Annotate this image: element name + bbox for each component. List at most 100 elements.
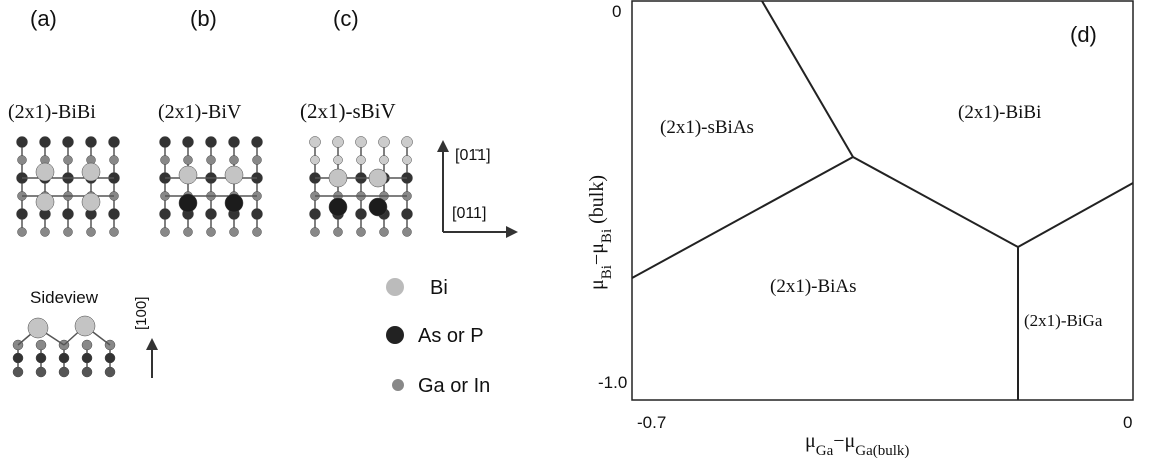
structure-title: (2x1)-sBiV	[300, 99, 396, 123]
legend: Bi As or P Ga or In	[418, 277, 490, 397]
atom	[82, 163, 100, 181]
atom	[357, 228, 366, 237]
subscript: Ga	[816, 443, 834, 459]
atom	[356, 137, 367, 148]
atom	[109, 209, 120, 220]
atom	[252, 209, 263, 220]
atom	[230, 228, 239, 237]
atom	[41, 228, 50, 237]
legend-ga	[392, 379, 404, 391]
structure-titles: (2x1)-BiBi (2x1)-BiV (2x1)-sBiV	[8, 99, 396, 123]
y-tick-label: 0	[612, 2, 621, 21]
legend-label: Bi	[430, 277, 448, 299]
atom	[184, 156, 193, 165]
atom	[380, 156, 389, 165]
direction-label: [100]	[133, 297, 150, 330]
atom	[403, 228, 412, 237]
atom	[64, 156, 73, 165]
atom	[207, 156, 216, 165]
atom	[160, 137, 171, 148]
atom	[28, 318, 48, 338]
atomic-models	[13, 137, 413, 378]
atom	[369, 198, 387, 216]
atom	[36, 340, 46, 350]
subscript: Ga(bulk)	[855, 443, 909, 459]
atom	[105, 367, 115, 377]
y-axis-label: μBi−μBi (bulk)	[586, 175, 615, 290]
subscript: Bi	[599, 229, 615, 243]
region-label: (2x1)-sBiAs	[660, 117, 754, 138]
atom	[179, 166, 197, 184]
tick-labels: -0.7 0 0 -1.0	[598, 2, 1132, 432]
legend-bi	[386, 278, 404, 296]
panel-label: (c)	[333, 6, 359, 31]
panel-labels: (a) (b) (c)	[30, 6, 359, 31]
panel-label: (d)	[1070, 22, 1097, 47]
label-part: −μ	[833, 430, 855, 452]
atom	[17, 137, 28, 148]
atom	[253, 228, 262, 237]
label-part: μ	[805, 430, 816, 452]
atom	[63, 209, 74, 220]
phase-boundaries	[632, 1, 1133, 400]
atom	[161, 228, 170, 237]
structure-title: (2x1)-BiV	[158, 101, 242, 123]
atom	[82, 367, 92, 377]
panel-label: (a)	[30, 6, 57, 31]
x-axis-label: μGa−μGa(bulk)	[805, 430, 909, 459]
atom	[207, 228, 216, 237]
atom	[225, 194, 243, 212]
region-label: (2x1)-BiBi	[958, 102, 1041, 123]
atom	[75, 316, 95, 336]
atom	[356, 209, 367, 220]
structure-title: (2x1)-BiBi	[8, 101, 96, 123]
page: {"panels":[ {"label":"(a)","title":"(2x1…	[0, 0, 1149, 459]
label-part: −μ	[586, 243, 608, 265]
atom	[87, 228, 96, 237]
atom	[13, 367, 23, 377]
atom	[329, 169, 347, 187]
atom	[403, 156, 412, 165]
boundary	[632, 157, 853, 278]
label-part: (bulk)	[586, 175, 608, 229]
atom	[310, 209, 321, 220]
atom	[206, 137, 217, 148]
atom	[17, 209, 28, 220]
atom	[36, 193, 54, 211]
boundary	[762, 1, 853, 157]
atom	[105, 353, 115, 363]
atom	[63, 137, 74, 148]
arrowhead	[506, 226, 518, 238]
atom	[333, 137, 344, 148]
atom	[253, 156, 262, 165]
atom	[225, 166, 243, 184]
atom	[64, 228, 73, 237]
atom	[109, 137, 120, 148]
atom	[379, 137, 390, 148]
legend-as	[386, 326, 404, 344]
atom	[184, 228, 193, 237]
atom	[18, 156, 27, 165]
atom	[402, 137, 413, 148]
direction-label: [011]	[452, 205, 486, 222]
atom	[40, 137, 51, 148]
atom	[82, 340, 92, 350]
sideview-label: Sideview	[30, 288, 99, 307]
plot-frame	[632, 1, 1133, 400]
atom	[179, 194, 197, 212]
atom	[18, 228, 27, 237]
atom	[252, 137, 263, 148]
atom	[82, 353, 92, 363]
figure: (a) (b) (c) (2x1)-BiBi (2x1)-BiV (2x1)-s…	[0, 0, 1149, 459]
boundary	[853, 157, 1018, 247]
atom	[161, 156, 170, 165]
legend-label: As or P	[418, 325, 484, 347]
atom	[110, 156, 119, 165]
atom	[183, 137, 194, 148]
atom	[357, 156, 366, 165]
atom	[59, 367, 69, 377]
atom	[13, 353, 23, 363]
label-part: μ	[586, 279, 608, 290]
atom	[311, 156, 320, 165]
x-tick-label: 0	[1123, 413, 1132, 432]
